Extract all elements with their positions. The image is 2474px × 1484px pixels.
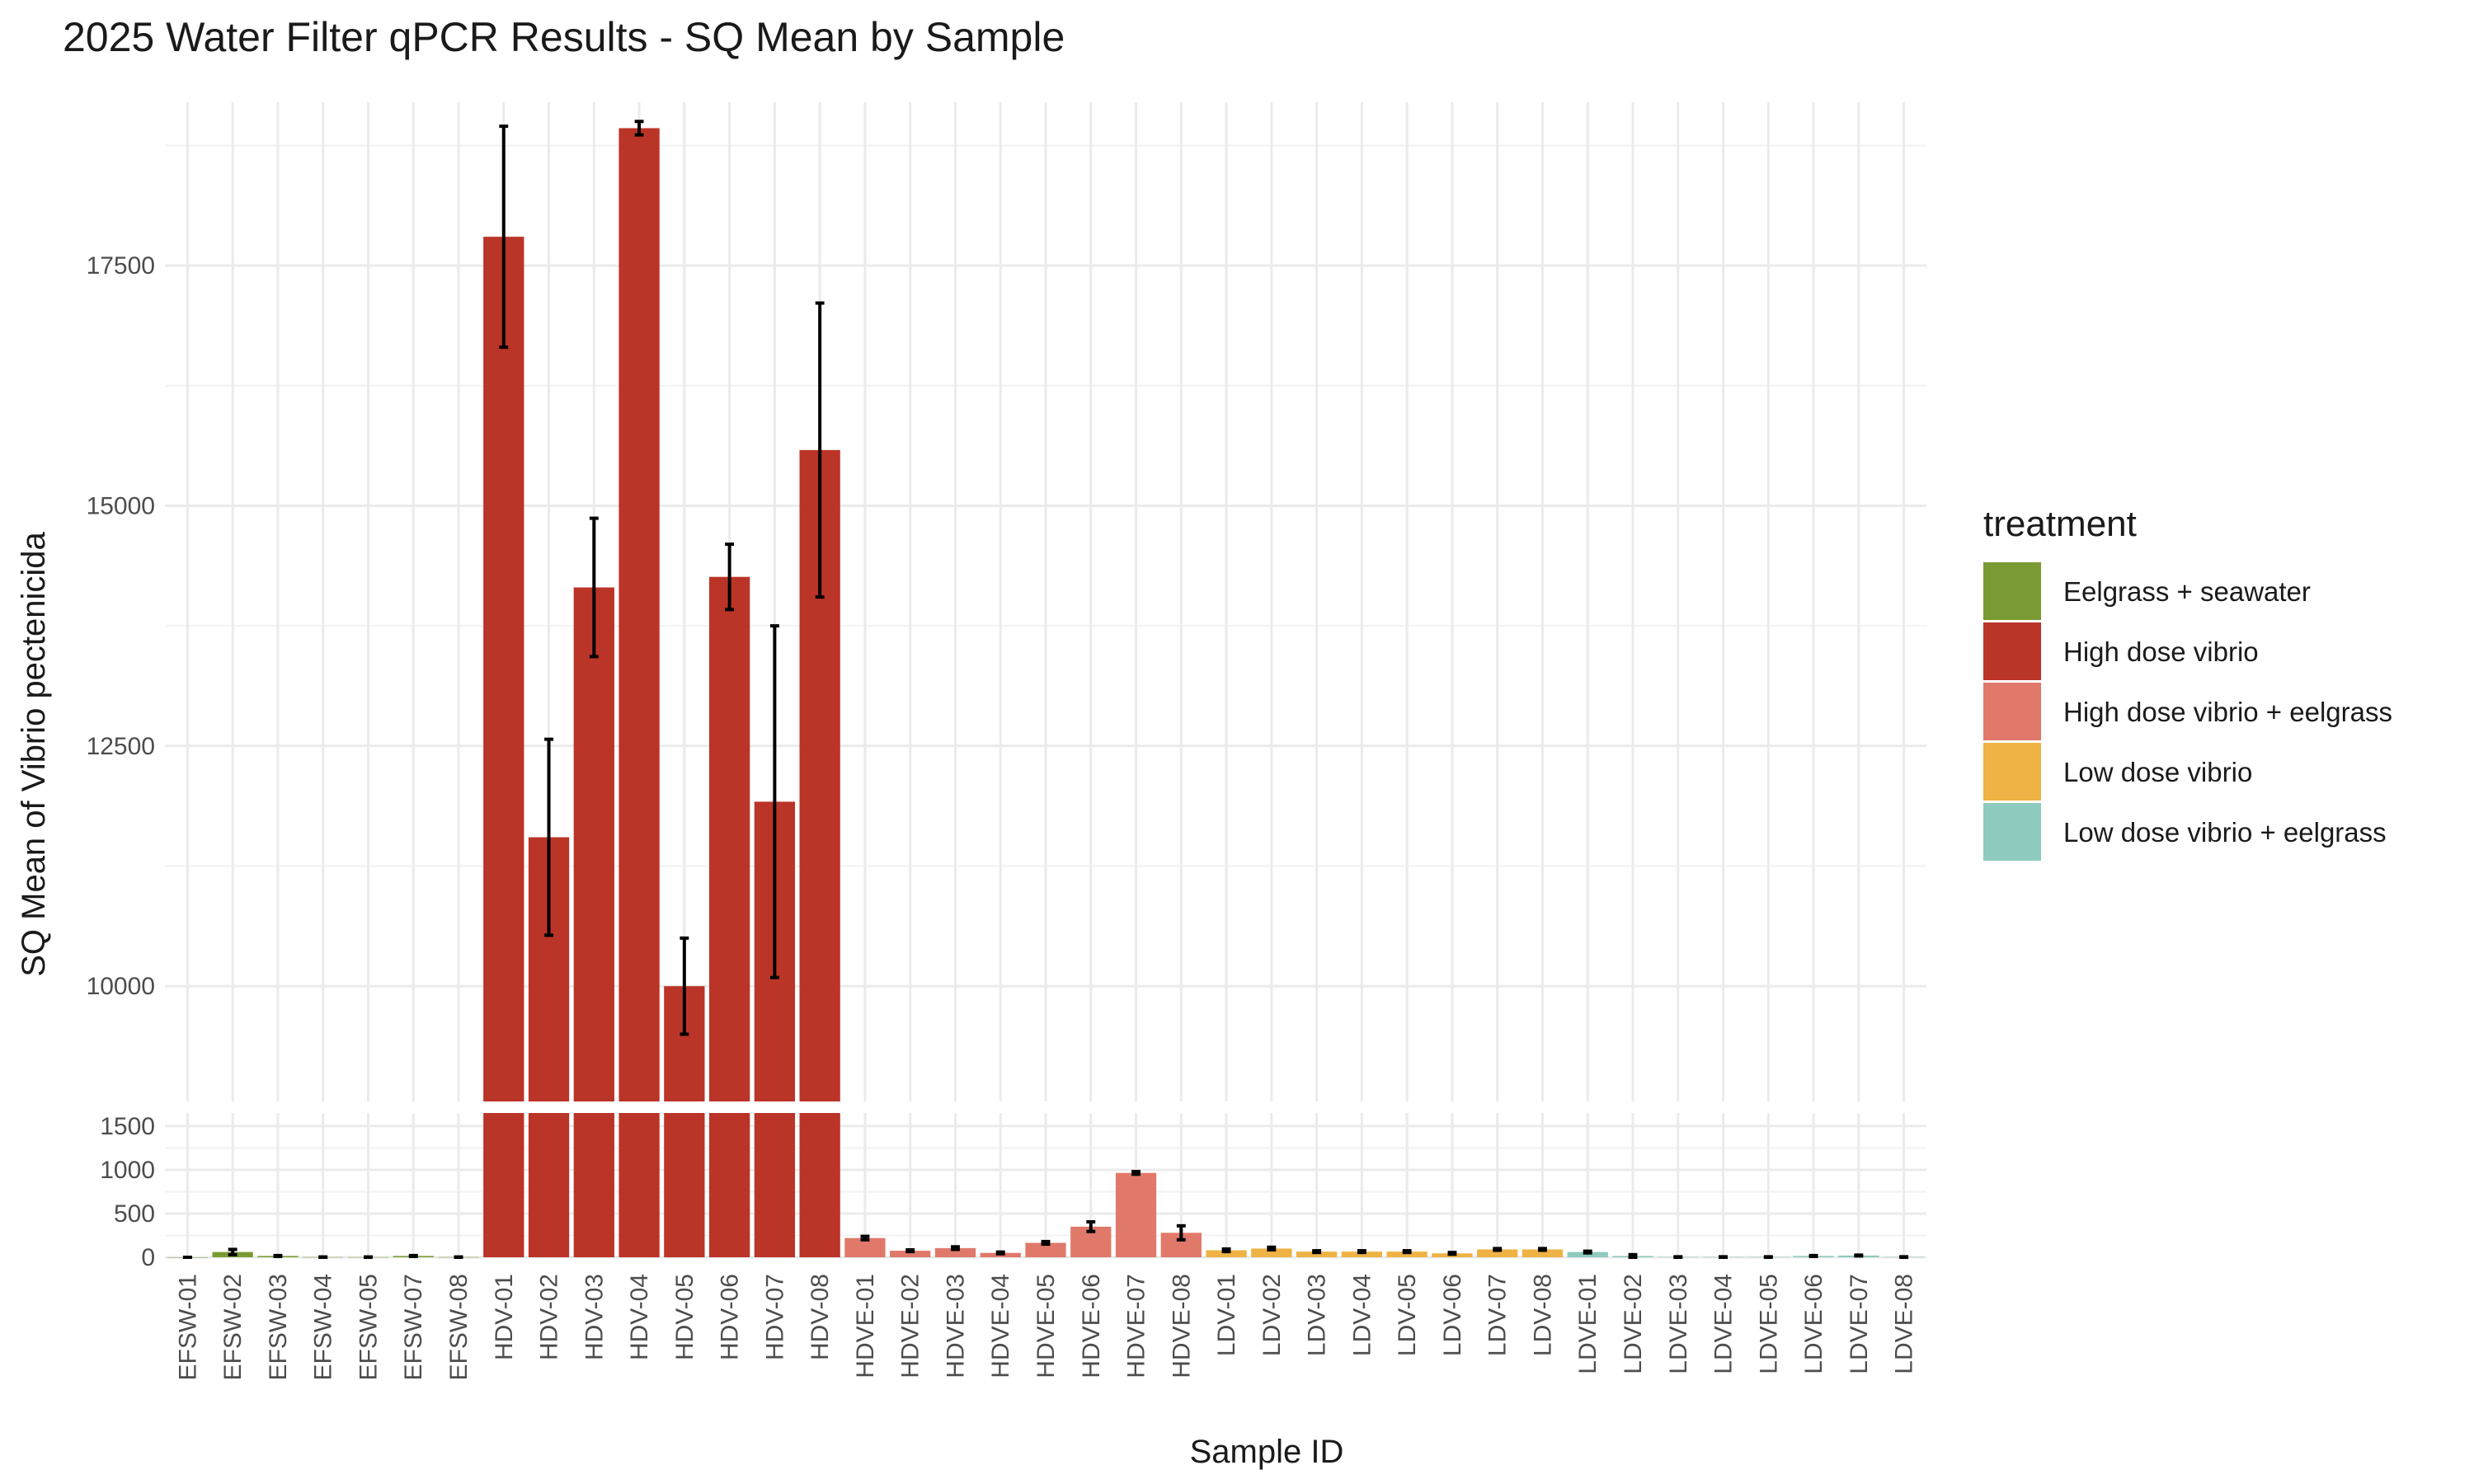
legend-label: High dose vibrio + eelgrass [2063,697,2392,727]
bar [618,1113,660,1257]
legend-label: Low dose vibrio + eelgrass [2063,817,2387,848]
x-tick-label: HDV-01 [491,1274,518,1360]
x-tick-label: HDV-07 [761,1274,788,1360]
x-tick-label: HDV-03 [581,1274,608,1360]
bar [1567,1252,1608,1257]
bar [1386,1252,1427,1257]
gridlines [165,102,1926,1259]
x-tick-label: LDVE-01 [1574,1274,1602,1374]
x-tick-label: LDVE-02 [1620,1274,1647,1374]
bar [483,237,524,1102]
x-tick-label: EFSW-01 [174,1274,201,1380]
x-tick-label: LDV-08 [1529,1274,1556,1356]
x-tick-label: HDVE-07 [1123,1274,1150,1378]
x-tick-label: LDVE-04 [1710,1274,1738,1374]
y-tick-label: 0 [141,1244,155,1271]
y-axis-ticks: 10000 12500 15000 17500 0 500 1000 1500 [87,252,155,1271]
legend-title: treatment [1983,504,2137,544]
x-tick-label: EFSW-04 [310,1274,337,1380]
x-tick-label: EFSW-03 [265,1274,292,1380]
legend-label: Eelgrass + seawater [2063,576,2311,607]
x-axis-title: Sample ID [1190,1434,1344,1470]
bar [1206,1250,1247,1257]
x-tick-label: HDVE-06 [1078,1274,1105,1378]
x-tick-label: LDV-06 [1439,1274,1466,1356]
y-tick-label: 15000 [87,492,155,519]
x-tick-label: LDVE-07 [1846,1274,1873,1374]
x-tick-label: HDVE-05 [1032,1274,1060,1378]
legend-swatch [1983,743,2041,801]
bar [890,1251,931,1257]
x-tick-label: HDV-05 [671,1274,698,1360]
bar [934,1247,976,1257]
legend-swatch [1983,622,2041,680]
x-tick-label: LDV-03 [1304,1274,1331,1356]
bars [167,128,1925,1258]
x-tick-label: EFSW-08 [445,1274,473,1380]
y-axis-title: SQ Mean of Vibrio pectenicida [16,531,52,976]
x-tick-label: EFSW-07 [400,1274,427,1380]
x-tick-label: LDVE-08 [1891,1274,1918,1374]
legend-label: Low dose vibrio [2063,757,2252,787]
x-tick-label: HDVE-03 [942,1274,969,1378]
legend-swatch [1983,803,2041,861]
x-tick-label: LDVE-06 [1800,1274,1827,1374]
legend-swatch [1983,683,2041,740]
y-tick-label: 12500 [87,733,155,760]
x-tick-label: LDV-02 [1258,1274,1286,1356]
x-tick-label: HDV-06 [717,1274,744,1360]
bar [1115,1172,1157,1257]
bar [799,1113,840,1257]
legend-swatch [1983,562,2041,620]
x-tick-label: LDVE-03 [1665,1274,1692,1374]
bar [573,587,614,1101]
x-tick-label: HDVE-01 [852,1274,879,1378]
legend-label: High dose vibrio [2063,636,2259,667]
x-tick-label: HDVE-02 [897,1274,924,1378]
y-tick-label: 500 [114,1200,155,1228]
x-tick-label: HDVE-08 [1168,1274,1195,1378]
x-tick-label: HDVE-04 [987,1274,1014,1378]
bar [483,1113,524,1257]
bar [1477,1249,1518,1257]
x-tick-label: HDV-04 [626,1274,653,1360]
bar [1522,1249,1564,1257]
x-tick-label: LDV-04 [1348,1274,1376,1356]
bar [754,1113,796,1257]
x-axis-ticks: EFSW-01 EFSW-02 EFSW-03 EFSW-04 EFSW-05 EFSW-… [174,1274,1917,1380]
bar [618,128,660,1102]
bar [708,1113,750,1257]
error-bars [182,120,1909,1259]
bar [1251,1248,1292,1257]
bar [1296,1252,1338,1257]
y-tick-label: 1500 [100,1113,155,1140]
x-tick-label: HDV-08 [807,1274,834,1360]
bar [1341,1252,1383,1257]
bar [573,1113,614,1257]
x-tick-label: EFSW-02 [219,1274,247,1380]
legend: treatment Eelgrass + seawater High dose v… [1983,504,2392,861]
x-tick-label: LDVE-05 [1755,1274,1782,1374]
bar [664,1113,705,1257]
x-tick-label: EFSW-05 [355,1274,382,1380]
bar [1025,1242,1066,1257]
y-tick-label: 17500 [87,252,155,279]
x-tick-label: LDV-07 [1484,1274,1512,1356]
y-tick-label: 1000 [100,1157,155,1184]
y-tick-label: 10000 [87,973,155,1000]
bar [528,1113,570,1257]
bar [844,1237,886,1257]
chart-title: 2025 Water Filter qPCR Results - SQ Mean… [63,14,1065,60]
x-tick-label: LDV-01 [1213,1274,1240,1356]
bar [708,576,750,1101]
x-tick-label: HDV-02 [536,1274,563,1360]
x-tick-label: LDV-05 [1394,1274,1421,1356]
